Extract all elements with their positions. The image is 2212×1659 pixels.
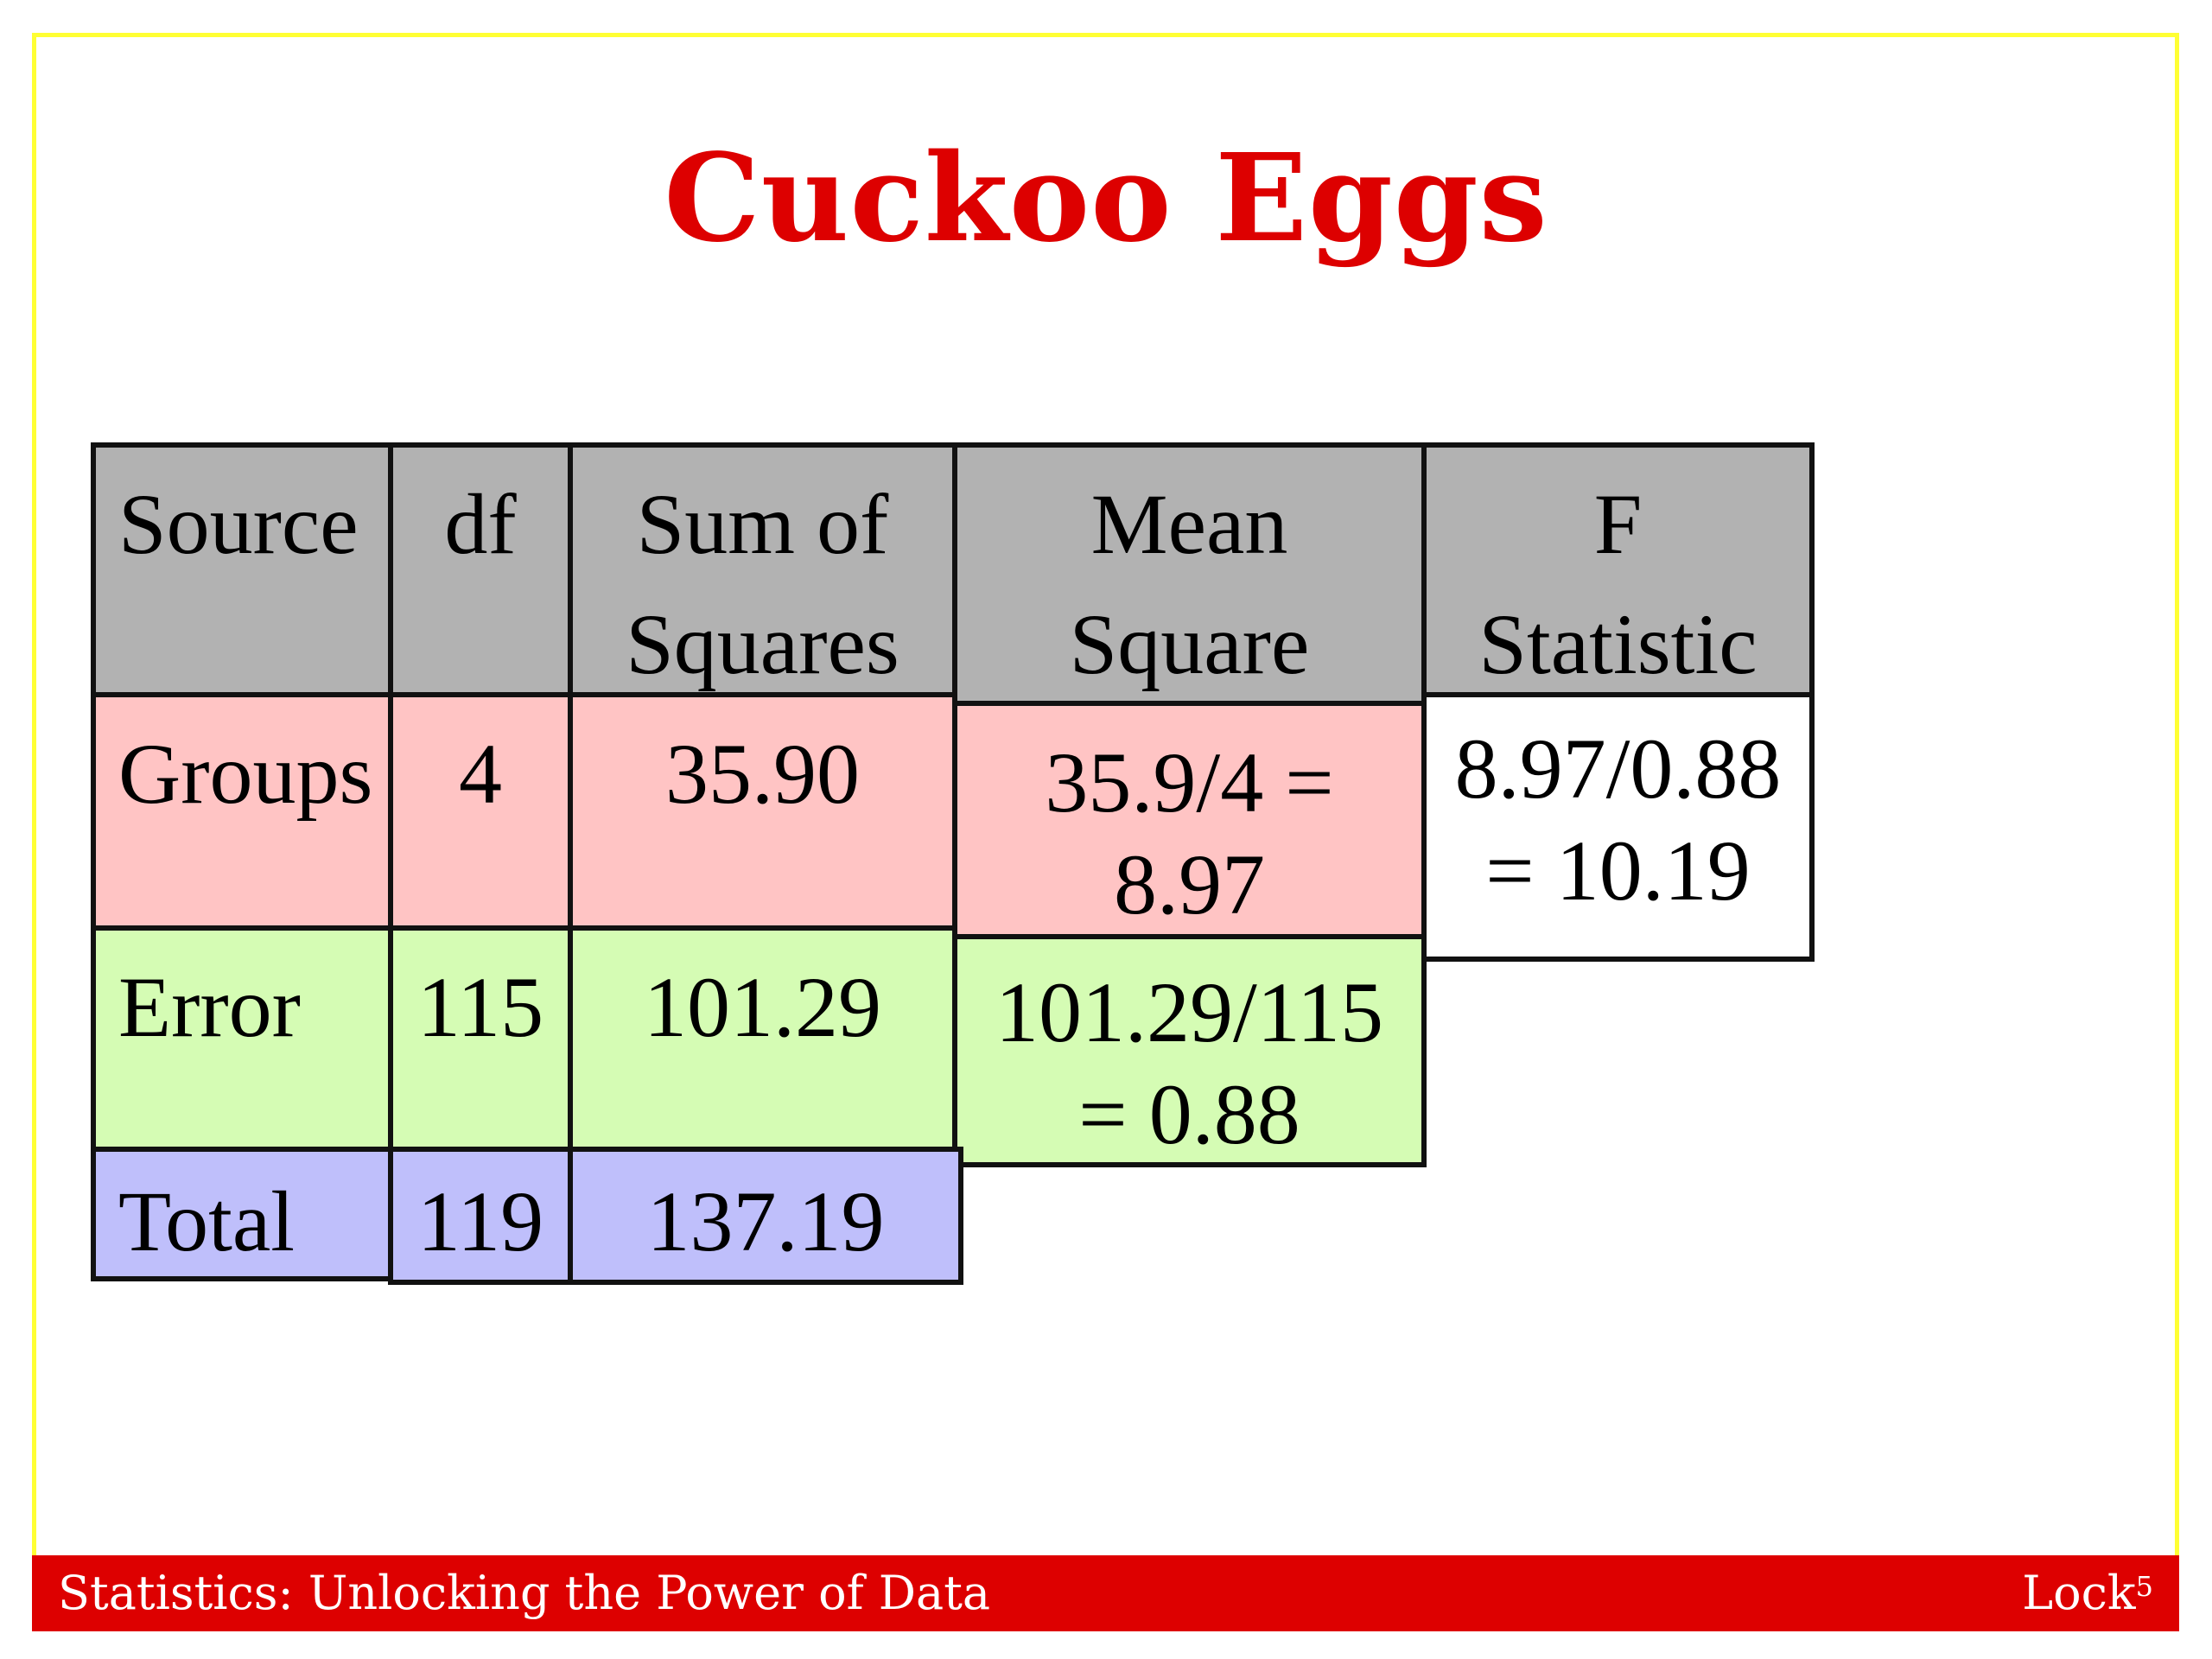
groups-source: Groups bbox=[91, 692, 393, 931]
groups-mean-square: 35.9/4 = 8.97 bbox=[952, 701, 1427, 939]
groups-df: 4 bbox=[388, 692, 573, 931]
error-df: 115 bbox=[388, 925, 573, 1152]
error-sum-of-squares: 101.29 bbox=[568, 925, 957, 1152]
total-source: Total bbox=[91, 1147, 393, 1281]
error-source: Error bbox=[91, 925, 393, 1152]
total-df: 119 bbox=[388, 1147, 573, 1285]
slide-title: Cuckoo Eggs bbox=[664, 128, 1548, 270]
footer-author: Lock5 bbox=[2022, 1564, 2153, 1623]
groups-f-statistic: 8.97/0.88 = 10.19 bbox=[1421, 692, 1815, 962]
header-f-statistic: F Statistic bbox=[1421, 442, 1815, 697]
header-df: df bbox=[388, 442, 573, 697]
header-mean-square: Mean Square bbox=[952, 442, 1427, 706]
error-mean-square: 101.29/115 = 0.88 bbox=[952, 934, 1427, 1167]
header-sum-of-squares: Sum of Squares bbox=[568, 442, 957, 697]
groups-sum-of-squares: 35.90 bbox=[568, 692, 957, 931]
header-source: Source bbox=[91, 442, 393, 697]
footer-author-superscript: 5 bbox=[2135, 1570, 2153, 1603]
footer-text: Statistics: Unlocking the Power of Data bbox=[58, 1566, 991, 1620]
total-sum-of-squares: 137.19 bbox=[568, 1147, 963, 1285]
footer-bar: Statistics: Unlocking the Power of Data … bbox=[32, 1555, 2179, 1631]
footer-author-name: Lock bbox=[2022, 1566, 2136, 1620]
